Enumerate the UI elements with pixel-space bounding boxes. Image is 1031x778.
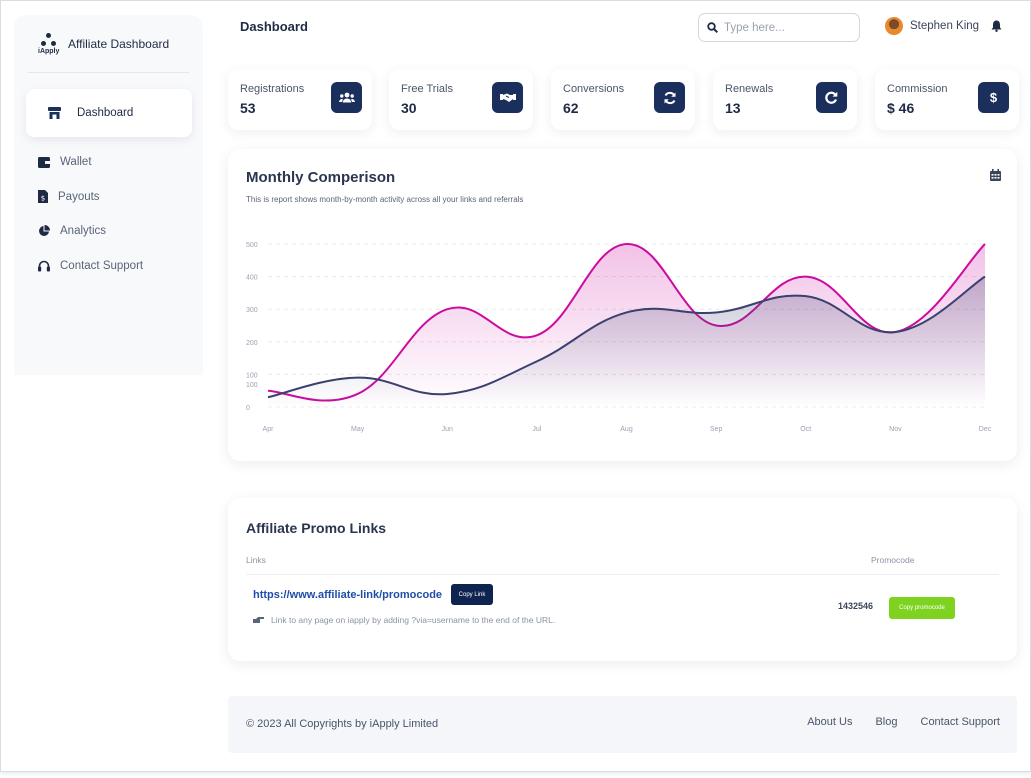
y-tick-label: 300: [246, 307, 258, 314]
copy-promocode-button[interactable]: Copy promocode: [889, 597, 955, 619]
x-tick-label: Nov: [889, 426, 902, 433]
brand-title: Affiliate Dashboard: [68, 37, 170, 51]
line-chart: 0 100 100 200 300 400 500 Apr May Jun Jul Aug Sep Oct…: [246, 242, 992, 433]
y-tick-label: 100: [246, 372, 258, 379]
x-tick-label: Apr: [263, 426, 275, 433]
stat-label: Commission: [887, 83, 948, 95]
stat-card-conversions: Conversions 62: [551, 69, 695, 130]
affiliate-promo-card: Affiliate Promo Links Links Promocode ht…: [228, 498, 1017, 661]
footer-link-blog[interactable]: Blog: [875, 716, 898, 728]
column-header-promocode: Promocode: [871, 555, 915, 565]
promocode-value: 1432546: [838, 601, 874, 611]
affiliate-link[interactable]: https://www.affiliate-link/promocode: [253, 589, 443, 601]
sidebar-item-contact-support[interactable]: Contact Support: [38, 260, 143, 272]
sidebar-item-label: Contact Support: [60, 260, 144, 272]
footer-link-about-us[interactable]: About Us: [807, 716, 853, 728]
bell-icon[interactable]: [991, 20, 1002, 32]
stat-value: 13: [725, 100, 741, 116]
series-area: [268, 276, 985, 407]
copy-link-button[interactable]: Copy Link: [451, 584, 493, 605]
handshake-icon: [492, 82, 523, 113]
page-title: Dashboard: [240, 19, 308, 34]
stat-card-registrations: Registrations 53: [228, 69, 372, 130]
column-header-links: Links: [246, 555, 266, 565]
x-tick-label: May: [351, 426, 365, 433]
sidebar-item-dashboard[interactable]: Dashboard: [26, 89, 192, 137]
stat-value: $ 46: [887, 100, 915, 116]
svg-text:$: $: [41, 195, 45, 203]
search-box[interactable]: [698, 13, 860, 42]
stat-label: Conversions: [563, 83, 625, 95]
sidebar-item-analytics[interactable]: Analytics: [38, 225, 106, 237]
sidebar-item-wallet[interactable]: Wallet: [38, 156, 92, 168]
stat-value: 30: [401, 100, 417, 116]
stat-card-free-trials: Free Trials 30: [389, 69, 533, 130]
sidebar-item-payouts[interactable]: $ Payouts: [38, 190, 100, 203]
footer: © 2023 All Copyrights by iApply Limited …: [228, 696, 1017, 753]
stat-value: 53: [240, 100, 256, 116]
brand[interactable]: iApply Affiliate Dashboard: [38, 32, 169, 56]
stat-card-renewals: Renewals 13: [713, 69, 857, 130]
redo-icon: [816, 82, 847, 113]
sidebar-item-label: Analytics: [60, 225, 107, 237]
y-tick-label: 500: [246, 242, 258, 249]
wallet-icon: [38, 156, 50, 168]
dollar-icon: $: [978, 82, 1009, 113]
footer-copyright: © 2023 All Copyrights by iApply Limited: [246, 718, 439, 730]
file-dollar-icon: $: [38, 190, 48, 203]
brand-sub: iApply: [38, 48, 60, 55]
footer-links: About Us Blog Contact Support: [784, 716, 1000, 728]
store-icon: [48, 107, 61, 119]
x-tick-label: Jul: [532, 426, 541, 433]
y-tick-label: 100: [246, 382, 258, 389]
hand-point-right-icon: [253, 617, 264, 623]
y-tick-label: 200: [246, 340, 258, 347]
pie-chart-icon: [39, 225, 50, 236]
sidebar-item-label: Payouts: [58, 190, 100, 203]
series-line-navy: [267, 275, 986, 399]
sidebar-item-label: Dashboard: [77, 107, 134, 119]
user-name: Stephen King: [910, 20, 980, 32]
y-tick-label: 0: [246, 405, 250, 412]
sidebar: iApply Affiliate Dashboard Dashboard Wal…: [14, 15, 203, 375]
stat-label: Free Trials: [401, 83, 453, 95]
footer-link-contact-support[interactable]: Contact Support: [920, 716, 1001, 728]
search-icon: [707, 22, 718, 33]
calendar-icon[interactable]: [990, 169, 1001, 181]
users-icon: [331, 82, 362, 113]
sidebar-item-label: Wallet: [60, 156, 92, 168]
stat-label: Renewals: [725, 83, 774, 95]
x-tick-label: Jun: [442, 426, 453, 433]
chart-subtitle: This is report shows month-by-month acti…: [246, 195, 524, 204]
link-hint: Link to any page on iapply by adding ?vi…: [253, 615, 555, 625]
user-menu[interactable]: Stephen King: [885, 17, 979, 35]
iapply-logo-icon: iApply: [38, 32, 60, 56]
table-divider: [246, 574, 999, 575]
series-line-pink: [267, 242, 986, 402]
sidebar-divider: [28, 72, 189, 73]
chart-title: Monthly Comperison: [246, 169, 396, 186]
stat-value: 62: [563, 100, 579, 116]
x-tick-label: Oct: [800, 426, 811, 433]
dollar-glyph: $: [989, 90, 998, 105]
headset-icon: [38, 260, 50, 272]
stat-card-commission: Commission $ 46 $: [875, 69, 1019, 130]
sync-icon: [654, 82, 685, 113]
search-input[interactable]: [724, 21, 844, 34]
monthly-comparison-card: Monthly Comperison This is report shows …: [228, 149, 1017, 461]
x-tick-label: Dec: [979, 426, 992, 433]
x-tick-label: Sep: [710, 426, 723, 433]
avatar: [885, 17, 903, 35]
y-tick-label: 400: [246, 275, 258, 282]
hint-text: Link to any page on iapply by adding ?vi…: [271, 615, 556, 625]
promo-title: Affiliate Promo Links: [246, 520, 387, 536]
x-tick-label: Aug: [620, 426, 633, 433]
stat-label: Registrations: [240, 83, 305, 95]
